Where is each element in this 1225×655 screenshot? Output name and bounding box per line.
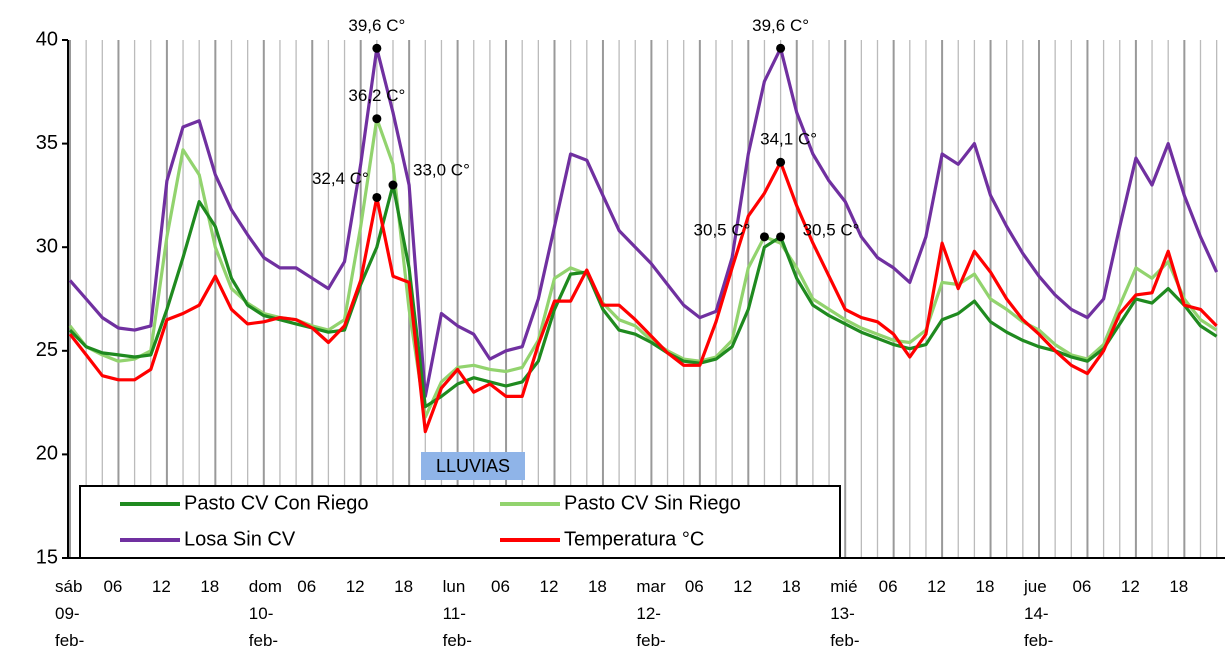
- x-tick-label: 06: [297, 577, 317, 596]
- data-point: [372, 192, 382, 202]
- y-tick-label: 15: [36, 546, 58, 568]
- data-label: 30,5 C°: [694, 220, 751, 239]
- data-point: [372, 114, 382, 124]
- y-tick-label: 20: [36, 443, 58, 465]
- x-tick-label: 18: [975, 577, 995, 596]
- x-tick-label: 06: [1072, 577, 1092, 596]
- legend-label: Losa Sin CV: [184, 528, 296, 550]
- annotation-box: [421, 452, 525, 480]
- data-point: [776, 232, 786, 242]
- x-tick-label: 18: [394, 577, 414, 596]
- x-tick-label: 18: [200, 577, 220, 596]
- x-tick-label: 12: [1120, 577, 1140, 596]
- x-tick-label: 12: [539, 577, 559, 596]
- x-tick-label: dom 10- feb-: [248, 577, 282, 650]
- x-tick-label: 12: [345, 577, 365, 596]
- series-line: [68, 117, 1218, 419]
- x-tick-label: 06: [491, 577, 510, 596]
- annotation: LLUVIAS: [436, 456, 510, 476]
- x-tick-label: 12: [733, 577, 753, 596]
- x-tick-label: 06: [103, 577, 123, 596]
- y-tick-label: 35: [36, 132, 58, 154]
- y-tick-label: 40: [36, 28, 58, 50]
- data-label: 30,5 C°: [803, 220, 860, 239]
- series-line: [68, 46, 1219, 398]
- x-tick-label: sáb 09- feb-: [55, 577, 85, 650]
- legend-label: Pasto CV Sin Riego: [564, 492, 741, 514]
- x-tick-label: mié 13- feb-: [830, 577, 860, 650]
- x-tick-label: 12: [151, 577, 171, 596]
- data-point: [388, 180, 398, 190]
- series-line: [68, 183, 1218, 409]
- legend-label: Pasto CV Con Riego: [184, 492, 369, 514]
- x-tick-label: 18: [587, 577, 607, 596]
- data-point: [776, 43, 786, 53]
- data-point: [372, 43, 382, 53]
- data-point: [759, 232, 769, 242]
- data-label: 33,0 C°: [413, 161, 470, 180]
- x-tick-label: mar 12- feb-: [636, 577, 666, 650]
- legend-box: [79, 485, 841, 559]
- y-tick-label: 25: [36, 339, 58, 361]
- data-label: 32,4 C°: [312, 169, 369, 188]
- x-tick-label: 18: [781, 577, 801, 596]
- x-tick-label: 06: [878, 577, 898, 596]
- data-point: [776, 157, 786, 167]
- x-tick-label: 18: [1169, 577, 1189, 596]
- x-tick-label: lun 11- feb-: [442, 577, 472, 650]
- x-tick-label: 06: [684, 577, 704, 596]
- x-tick-label: jue 14- feb-: [1024, 577, 1054, 650]
- data-label: 39,6 C°: [348, 16, 405, 35]
- series-line: [68, 160, 1218, 434]
- data-label: 39,6 C°: [752, 16, 809, 35]
- data-label: 36,2 C°: [348, 86, 405, 105]
- legend-label: Temperatura °C: [564, 528, 704, 550]
- x-tick-label: 12: [927, 577, 947, 596]
- y-tick-label: 30: [36, 235, 58, 257]
- data-label: 34,1 C°: [760, 130, 817, 149]
